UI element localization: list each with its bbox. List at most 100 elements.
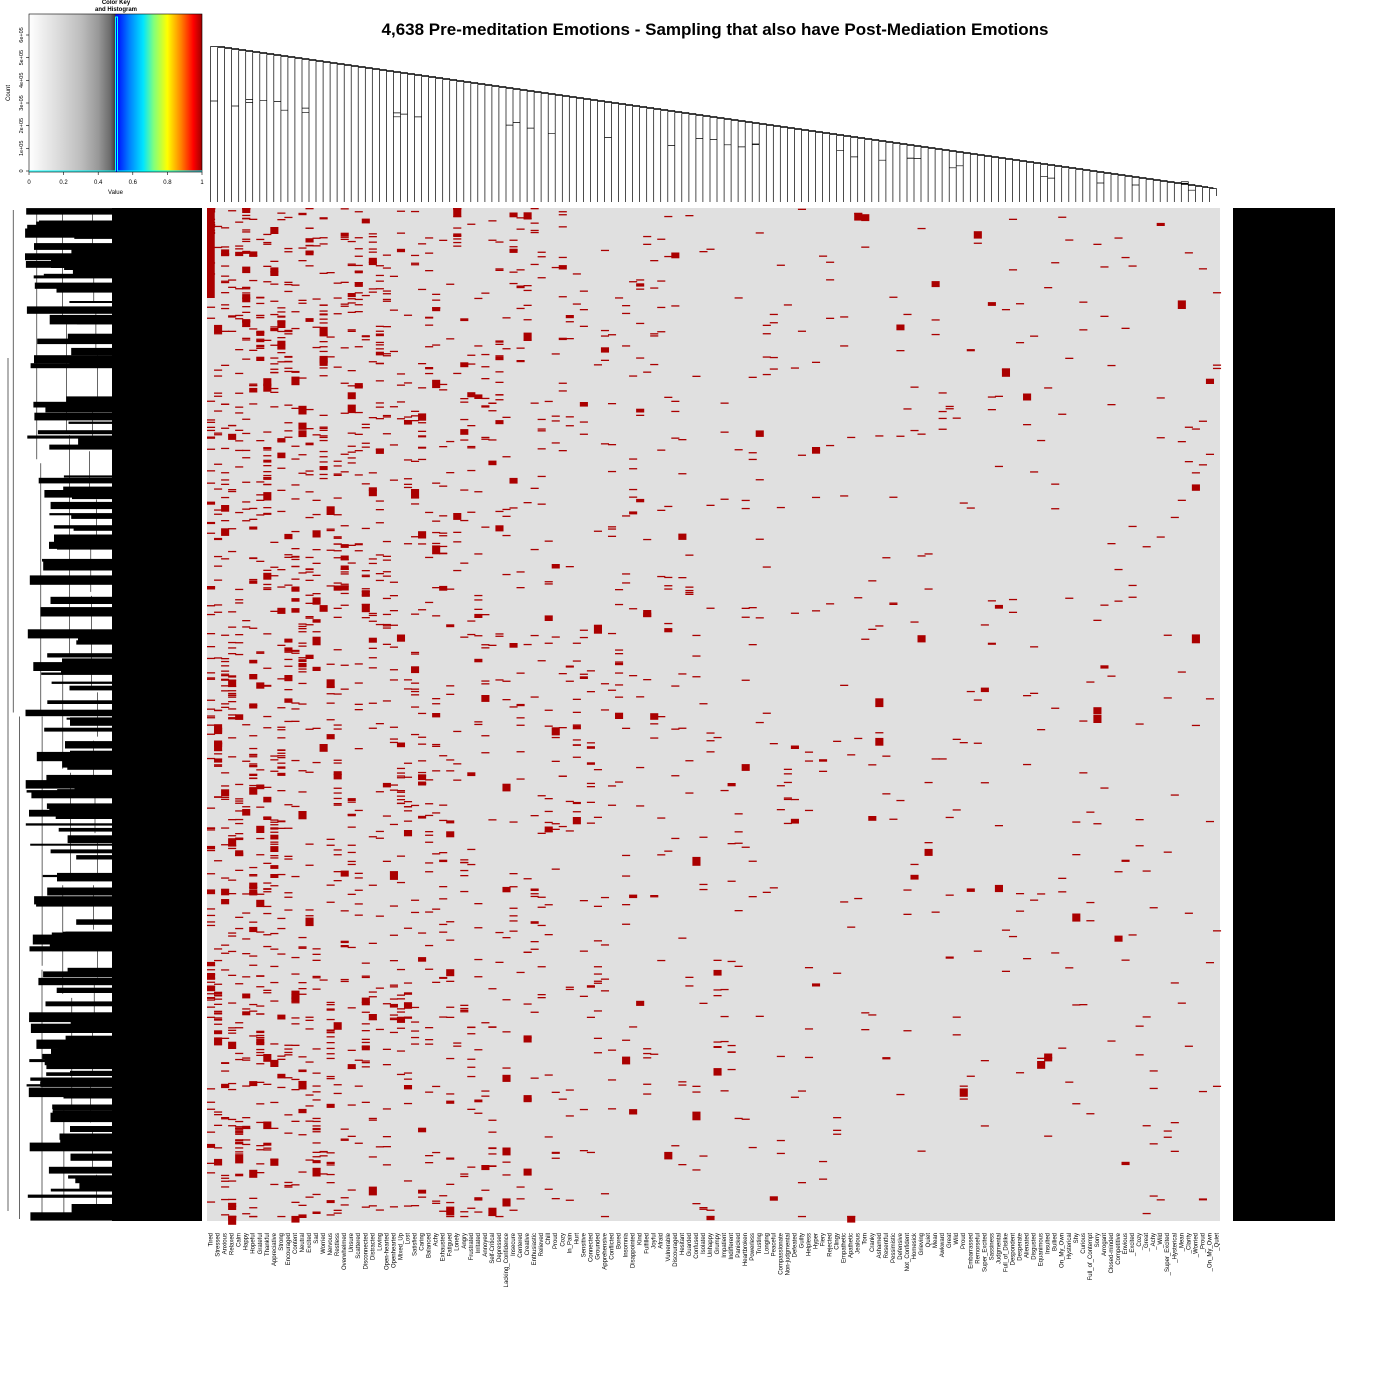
heatmap-cell <box>333 880 342 882</box>
heatmap-cell <box>474 903 483 905</box>
heatmap-cell <box>467 425 476 427</box>
heatmap-cell <box>882 1057 891 1059</box>
heatmap-cell <box>537 448 546 450</box>
heatmap-cell <box>221 969 230 971</box>
heatmap-cell <box>896 350 905 352</box>
heatmap-cell <box>235 714 244 720</box>
heatmap-cell <box>495 371 504 373</box>
heatmap-cell <box>340 583 349 585</box>
heatmap-cell <box>270 755 279 757</box>
heatmap-cell <box>790 745 799 749</box>
heatmap-cell <box>347 298 356 300</box>
heatmap-cell <box>256 1042 265 1046</box>
heatmap-cell <box>249 1081 258 1087</box>
column-label: Panicked <box>736 1233 742 1258</box>
heatmap-cell <box>1184 1045 1193 1047</box>
column-label: Powerless <box>750 1233 756 1261</box>
heatmap-cell <box>629 468 638 470</box>
heatmap-cell <box>474 345 483 347</box>
heatmap-cell <box>249 926 258 933</box>
heatmap-cell <box>354 748 363 750</box>
heatmap-cell <box>221 275 230 277</box>
heatmap-cell <box>249 866 258 869</box>
heatmap-cell <box>305 474 314 476</box>
heatmap-cell <box>579 995 588 997</box>
heatmap-cell <box>326 679 335 689</box>
heatmap-cell <box>720 431 729 433</box>
heatmap-cell <box>263 1142 272 1146</box>
heatmap-cell <box>305 864 314 866</box>
heatmap-cell <box>804 967 814 969</box>
heatmap-cell <box>1156 437 1165 439</box>
heatmap-cell <box>361 1062 370 1064</box>
heatmap-cell <box>425 237 434 239</box>
heatmap-cell <box>952 738 961 740</box>
heatmap-cell <box>411 262 420 264</box>
heatmap-cell <box>228 680 237 687</box>
heatmap-cell <box>354 346 363 348</box>
heatmap-cell <box>467 1058 476 1060</box>
heatmap-cell <box>207 1108 216 1110</box>
heatmap-cell <box>347 445 356 447</box>
heatmap-cell <box>734 449 743 451</box>
heatmap-cell <box>354 450 363 452</box>
heatmap-cell <box>284 641 293 643</box>
heatmap-cell <box>432 1202 441 1204</box>
heatmap-cell <box>1149 907 1158 909</box>
heatmap-cell <box>305 579 314 581</box>
heatmap-cell <box>558 214 567 216</box>
column-dendrogram-branches <box>210 46 1217 202</box>
heatmap-cell <box>333 728 342 730</box>
heatmap-cell <box>242 294 251 303</box>
heatmap-cell <box>207 677 216 679</box>
heatmap-cell <box>706 504 715 506</box>
heatmap-cell <box>1205 820 1215 823</box>
heatmap-cell <box>467 1166 476 1168</box>
heatmap-cell <box>347 1135 356 1137</box>
heatmap-cell <box>207 999 216 1001</box>
heatmap-cell <box>565 1115 574 1117</box>
heatmap-cell <box>734 910 743 912</box>
heatmap-cell <box>418 783 427 785</box>
heatmap-cell <box>277 917 286 920</box>
heatmap-cell <box>411 706 420 708</box>
heatmap-cell <box>446 1093 455 1095</box>
column-label: Self-Critical <box>490 1233 496 1264</box>
heatmap-cell <box>375 509 384 511</box>
heatmap-cell <box>579 402 588 407</box>
heatmap-cell <box>326 1018 335 1021</box>
heatmap-cell <box>305 241 314 243</box>
heatmap-cell <box>572 744 581 746</box>
heatmap-cell <box>326 356 335 358</box>
heatmap-cell <box>291 1120 300 1122</box>
heatmap-cell <box>523 502 532 504</box>
heatmap-cell <box>565 800 574 803</box>
chart-title: 4,638 Pre-meditation Emotions - Sampling… <box>381 20 1049 39</box>
heatmap-cell <box>256 340 265 343</box>
heatmap-cell <box>418 712 427 715</box>
heatmap-cell <box>326 506 335 515</box>
heatmap-cell <box>1072 854 1081 856</box>
column-label: Judgmental <box>996 1233 1002 1264</box>
heatmap-cell <box>214 513 223 515</box>
heatmap-cell <box>375 363 384 365</box>
heatmap-cell <box>488 460 497 462</box>
heatmap-cell <box>439 860 448 863</box>
heatmap-cell <box>432 1151 441 1154</box>
heatmap-cell <box>537 896 546 898</box>
heatmap-cell <box>460 1004 469 1006</box>
heatmap-cell <box>685 593 694 595</box>
heatmap-cell <box>439 1210 448 1212</box>
heatmap-cell <box>375 1146 384 1148</box>
heatmap-cell <box>235 1151 244 1153</box>
column-label: _Great <box>1144 1233 1150 1253</box>
heatmap-cell <box>607 632 617 635</box>
heatmap-cell <box>214 753 223 755</box>
heatmap-cell <box>530 895 539 898</box>
heatmap-cell <box>840 345 849 347</box>
heatmap-cell <box>692 655 701 657</box>
heatmap-cell <box>221 1198 230 1201</box>
column-label: _Super_Excited <box>1165 1233 1171 1276</box>
heatmap-cell <box>565 315 574 319</box>
heatmap-cell <box>987 409 996 411</box>
